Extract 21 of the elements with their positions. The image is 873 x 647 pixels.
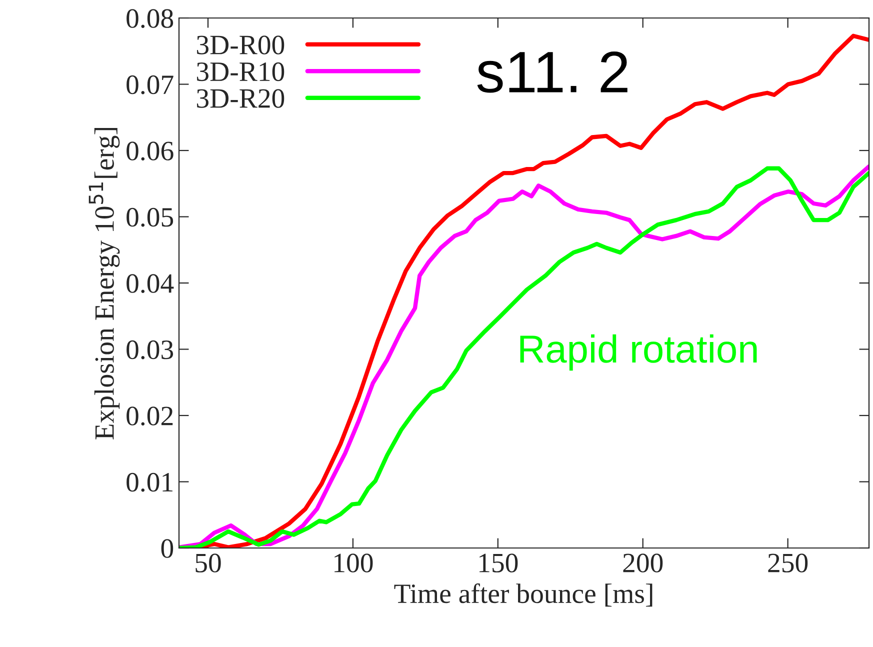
- y-tick-label: 0.06: [126, 142, 174, 161]
- annotation: s11. 2: [477, 51, 628, 93]
- y-axis-title: Explosion Energy 10$^{51}$[erg]: [88, 128, 120, 440]
- y-tick-label: 0: [161, 539, 174, 558]
- y-tick-label: 0.07: [126, 75, 174, 94]
- x-axis-title: Time after bounce [ms]: [394, 583, 652, 607]
- x-tick-label: 50: [196, 554, 221, 572]
- legend-label: 3D-R20: [196, 89, 284, 108]
- y-tick-label: 0.01: [126, 472, 172, 492]
- x-tick-label: 200: [623, 554, 663, 572]
- x-tick-label: 150: [480, 554, 518, 572]
- x-tick-label: 100: [334, 554, 373, 572]
- x-tick-label: 250: [768, 554, 808, 572]
- y-tick-label: 0.03: [126, 340, 174, 360]
- legend-label: 3D-R00: [196, 36, 284, 54]
- y-tick-label: 0.04: [126, 274, 174, 294]
- annotation: Rapid rotation: [520, 334, 757, 371]
- y-tick-label: 0.05: [126, 208, 174, 227]
- y-tick-label: 0.02: [126, 406, 173, 426]
- y-tick-label: 0.08: [126, 9, 174, 28]
- legend-label: 3D-R10: [196, 62, 284, 82]
